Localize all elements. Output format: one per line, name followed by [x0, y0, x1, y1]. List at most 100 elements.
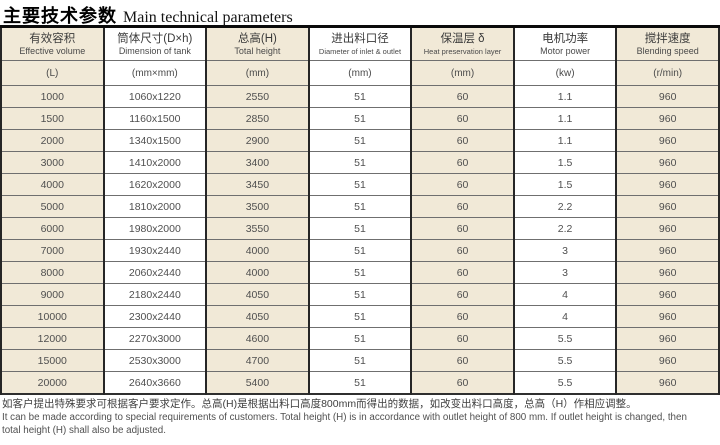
title-en: Main technical parameters: [123, 9, 293, 26]
data-cell: 51: [307, 261, 413, 284]
parameters-table: 有效容积 Effective volume 筒体尺寸(D×h) Dimension o…: [0, 25, 720, 395]
column-header-en: Diameter of inlet & outlet: [318, 46, 402, 56]
column-header-zh: 有效容积: [29, 32, 76, 45]
data-cell: 960: [615, 283, 720, 306]
data-cell: 51: [307, 195, 413, 218]
footer-note-en-line2: total height (H) shall also be adjusted.: [2, 425, 166, 436]
data-cell: 960: [615, 305, 720, 328]
column-header-zh: 电机功率: [542, 32, 589, 45]
data-cell: 3450: [205, 173, 310, 196]
column-header-en: Dimension of tank: [118, 45, 191, 56]
header-name-row: 有效容积 Effective volume 筒体尺寸(D×h) Dimension o…: [0, 26, 720, 61]
data-cell: 12000: [0, 327, 105, 350]
data-cell: 1.1: [512, 85, 618, 108]
data-cell: 60: [410, 151, 515, 174]
footer-note-en-line1: It can be made according to special requ…: [2, 412, 687, 423]
header-unit-row: (L) (mm×mm) (mm) (mm) (mm) (kw) (r/min): [0, 60, 720, 86]
column-unit-0: (L): [0, 60, 105, 86]
column-unit-6: (r/min): [615, 60, 720, 86]
data-cell: 4000: [205, 239, 310, 262]
column-header-en: Heat preservation layer: [423, 46, 502, 56]
data-cell: 960: [615, 327, 720, 350]
data-cell: 1980x2000: [102, 217, 208, 240]
column-unit-4: (mm): [410, 60, 515, 86]
column-header-zh: 总高(H): [237, 32, 277, 45]
data-cell: 2.2: [512, 217, 618, 240]
data-cell: 3000: [0, 151, 105, 174]
page-title: 主要技术参数 Main technical parameters: [0, 0, 720, 26]
table-body: 1000 1060x1220 2550 51 60 1.1 960 1500 1160x1500…: [0, 85, 720, 395]
data-cell: 1500: [0, 107, 105, 130]
footer-note: 如客户提出特殊要求可根据客户要求定作。总高(H)是根据出料口高度800mm而得出…: [0, 398, 720, 437]
data-cell: 1410x2000: [102, 151, 208, 174]
table-row-5: 5000 1810x2000 3500 51 60 2.2 960: [0, 195, 720, 218]
data-cell: 4700: [205, 349, 310, 372]
data-cell: 2530x3000: [102, 349, 208, 372]
data-cell: 2900: [205, 129, 310, 152]
data-cell: 1000: [0, 85, 105, 108]
data-cell: 960: [615, 173, 720, 196]
column-header-zh: 搅拌速度: [644, 32, 691, 45]
data-cell: 4000: [0, 173, 105, 196]
data-cell: 1.1: [512, 129, 618, 152]
column-header-2: 总高(H) Total height: [205, 26, 310, 61]
data-cell: 1930x2440: [102, 239, 208, 262]
column-header-zh: 筒体尺寸(D×h): [117, 32, 193, 45]
table-row-3: 3000 1410x2000 3400 51 60 1.5 960: [0, 151, 720, 174]
column-unit-5: (kw): [512, 60, 618, 86]
data-cell: 7000: [0, 239, 105, 262]
data-cell: 5400: [205, 371, 310, 395]
column-header-zh: 进出料口径: [331, 32, 389, 45]
table-row-4: 4000 1620x2000 3450 51 60 1.5 960: [0, 173, 720, 196]
data-cell: 51: [307, 283, 413, 306]
data-cell: 3500: [205, 195, 310, 218]
data-cell: 51: [307, 327, 413, 350]
data-cell: 51: [307, 239, 413, 262]
data-cell: 4050: [205, 305, 310, 328]
data-cell: 5000: [0, 195, 105, 218]
table-row-6: 6000 1980x2000 3550 51 60 2.2 960: [0, 217, 720, 240]
column-header-3: 进出料口径 Diameter of inlet & outlet: [307, 26, 413, 61]
data-cell: 4: [512, 283, 618, 306]
title-zh: 主要技术参数: [3, 6, 117, 26]
column-header-4: 保温层 δ Heat preservation layer: [410, 26, 515, 61]
column-header-1: 筒体尺寸(D×h) Dimension of tank: [102, 26, 208, 61]
data-cell: 51: [307, 151, 413, 174]
data-cell: 5.5: [512, 327, 618, 350]
column-header-5: 电机功率 Motor power: [512, 26, 618, 61]
data-cell: 9000: [0, 283, 105, 306]
data-cell: 4600: [205, 327, 310, 350]
data-cell: 1.5: [512, 173, 618, 196]
data-cell: 20000: [0, 371, 105, 395]
data-cell: 960: [615, 195, 720, 218]
data-cell: 4050: [205, 283, 310, 306]
table-row-11: 12000 2270x3000 4600 51 60 5.5 960: [0, 327, 720, 350]
data-cell: 2550: [205, 85, 310, 108]
column-header-en: Motor power: [540, 45, 591, 56]
data-cell: 60: [410, 305, 515, 328]
data-cell: 60: [410, 239, 515, 262]
column-header-0: 有效容积 Effective volume: [0, 26, 105, 61]
data-cell: 60: [410, 349, 515, 372]
data-cell: 2180x2440: [102, 283, 208, 306]
data-cell: 1160x1500: [102, 107, 208, 130]
data-cell: 1.5: [512, 151, 618, 174]
data-cell: 51: [307, 217, 413, 240]
data-cell: 60: [410, 283, 515, 306]
data-cell: 60: [410, 261, 515, 284]
column-unit-3: (mm): [307, 60, 413, 86]
data-cell: 3: [512, 261, 618, 284]
data-cell: 4: [512, 305, 618, 328]
data-cell: 2300x2440: [102, 305, 208, 328]
data-cell: 2270x3000: [102, 327, 208, 350]
data-cell: 2850: [205, 107, 310, 130]
data-cell: 960: [615, 217, 720, 240]
data-cell: 2.2: [512, 195, 618, 218]
table-row-8: 8000 2060x2440 4000 51 60 3 960: [0, 261, 720, 284]
data-cell: 3: [512, 239, 618, 262]
data-cell: 51: [307, 85, 413, 108]
data-cell: 51: [307, 173, 413, 196]
column-header-en: Effective volume: [19, 45, 86, 56]
table-row-12: 15000 2530x3000 4700 51 60 5.5 960: [0, 349, 720, 372]
